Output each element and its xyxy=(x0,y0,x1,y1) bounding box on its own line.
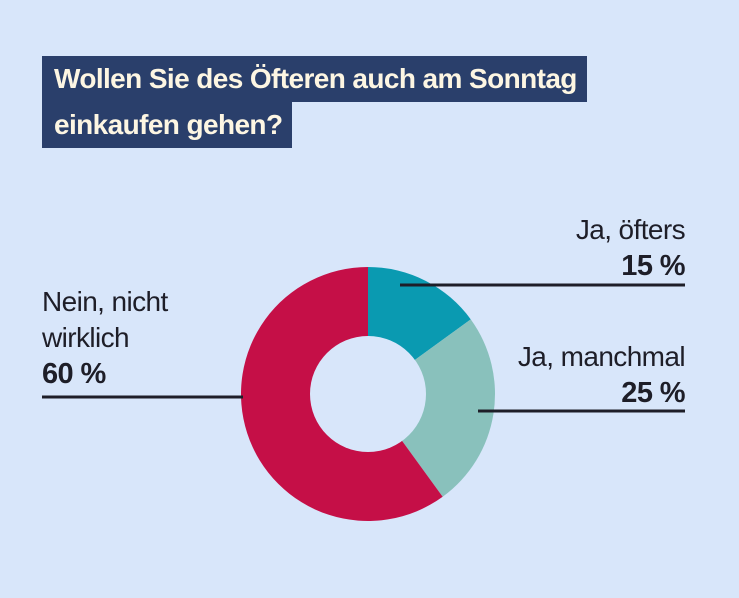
title-line-1: Wollen Sie des Öfteren auch am Sonntag xyxy=(42,56,587,102)
label-ja-manchmal-value: 25 % xyxy=(621,377,685,409)
title-line-2: einkaufen gehen? xyxy=(42,102,293,148)
label-ja-manchmal: Ja, manchmal 25 % xyxy=(517,339,686,411)
label-ja-oefters: Ja, öfters 15 % xyxy=(575,212,686,284)
chart-title: Wollen Sie des Öfteren auch am Sonntag e… xyxy=(42,56,587,148)
slice-ja-manchmal xyxy=(368,319,495,497)
label-ja-oefters-name: Ja, öfters xyxy=(575,214,686,245)
donut-hole xyxy=(310,336,426,452)
label-ja-manchmal-name: Ja, manchmal xyxy=(517,341,686,372)
label-ja-oefters-value: 15 % xyxy=(621,250,685,282)
label-nein-name-line1: Nein, nicht xyxy=(42,286,168,317)
leader-lines xyxy=(42,283,685,413)
label-nein-value: 60 % xyxy=(42,358,106,390)
label-nein: Nein, nicht wirklich 60 % xyxy=(42,284,168,392)
label-nein-name-line2: wirklich xyxy=(42,322,130,353)
